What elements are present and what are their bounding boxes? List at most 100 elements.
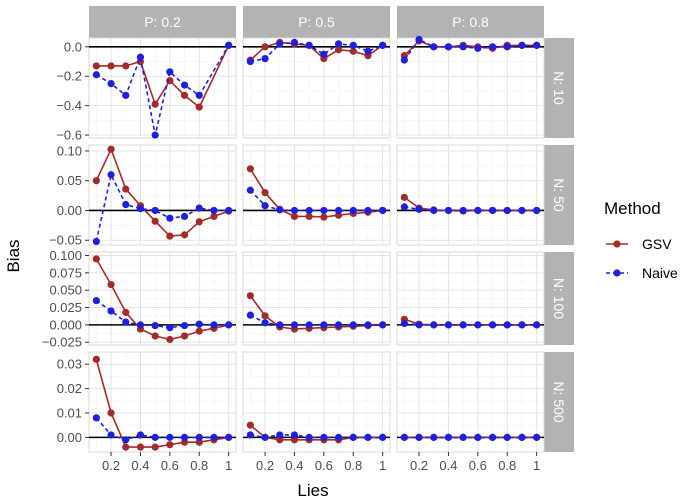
series-line-naive <box>95 417 229 441</box>
column-strips: P: 0.2 P: 0.5 P: 0.8 <box>89 6 544 38</box>
data-point-naive <box>503 206 511 215</box>
data-point-naive <box>166 433 174 441</box>
data-point-gsv <box>195 218 203 226</box>
data-point-naive <box>246 431 254 439</box>
data-point-gsv <box>180 91 189 99</box>
data-point-naive <box>415 321 423 329</box>
data-point-naive <box>122 318 130 326</box>
x-tick-label-3-1: 0.2 <box>410 458 428 473</box>
data-point-naive <box>246 186 254 194</box>
data-point-naive <box>518 41 526 49</box>
data-point-naive <box>400 56 408 64</box>
data-point-naive <box>320 206 328 215</box>
data-point-naive <box>488 321 497 329</box>
data-point-naive <box>276 40 284 48</box>
column-strip-label-3: P: 0.8 <box>452 14 489 30</box>
data-point-naive <box>151 206 159 215</box>
data-point-gsv <box>92 62 100 70</box>
y-tick-label-2-4: −0.05 <box>49 233 82 248</box>
y-tick-label-4-4: 0.00 <box>57 430 82 445</box>
data-point-naive <box>518 321 526 329</box>
data-point-naive <box>430 43 438 51</box>
data-point-naive <box>305 433 313 441</box>
series-line-naive <box>249 314 383 326</box>
row-strip-4 <box>544 352 574 452</box>
data-point-gsv <box>261 189 269 197</box>
data-point-naive <box>290 38 299 47</box>
panel-r4-c1 <box>88 351 237 453</box>
series-line-naive <box>403 38 537 61</box>
data-point-naive <box>400 433 408 441</box>
data-point-naive <box>474 44 482 52</box>
data-point-gsv <box>180 332 189 340</box>
data-point-naive <box>430 433 438 441</box>
data-point-naive <box>261 433 269 441</box>
x-tick-label-2-2: 0.4 <box>285 458 303 473</box>
row-strips: N: 10 N: 50 N: 100 N: 500 <box>544 38 574 452</box>
y-tick-label-3-6: −0.025 <box>42 335 82 350</box>
panel-r3-c2 <box>242 251 391 346</box>
series-line-naive <box>249 189 383 212</box>
series-line-gsv <box>249 168 383 218</box>
data-point-naive <box>290 206 299 215</box>
data-point-naive <box>246 57 254 66</box>
data-point-naive <box>334 40 343 48</box>
data-point-naive <box>151 131 159 139</box>
data-point-naive <box>444 321 453 329</box>
data-point-gsv <box>210 212 218 221</box>
data-point-naive <box>136 205 145 213</box>
data-point-naive <box>334 433 343 441</box>
data-point-naive <box>430 321 438 329</box>
data-point-gsv <box>92 255 100 263</box>
data-point-naive <box>444 43 453 51</box>
data-point-naive <box>503 433 511 441</box>
panel-r4-c2 <box>242 351 391 453</box>
data-point-naive <box>474 206 482 215</box>
data-point-gsv <box>151 100 159 108</box>
x-tick-label-2-5: 1 <box>379 458 386 473</box>
panel-background <box>88 37 237 139</box>
data-point-naive <box>195 91 203 99</box>
data-point-naive <box>136 321 145 329</box>
data-point-naive <box>166 214 174 222</box>
data-point-naive <box>136 53 145 61</box>
x-tick-label-3-5: 1 <box>533 458 540 473</box>
data-point-naive <box>276 206 284 214</box>
data-point-naive <box>180 81 189 89</box>
data-point-gsv <box>151 217 159 225</box>
y-tick-label-3-4: 0.025 <box>49 300 82 315</box>
data-point-naive <box>415 35 423 44</box>
data-point-gsv <box>290 212 299 221</box>
legend-swatch-point-gsv <box>613 240 621 248</box>
data-point-naive <box>166 324 174 332</box>
data-point-naive <box>246 311 254 319</box>
panel-r3-c3 <box>396 251 545 346</box>
data-point-naive <box>261 54 269 63</box>
data-point-naive <box>195 320 203 328</box>
data-point-naive <box>503 321 511 329</box>
data-point-naive <box>364 433 372 441</box>
column-strip-label-2: P: 0.5 <box>298 14 335 30</box>
data-point-naive <box>459 433 467 441</box>
y-tick-label-1-4: −0.6 <box>56 128 82 143</box>
y-axis-title: Bias <box>4 239 23 272</box>
data-point-naive <box>107 431 115 439</box>
x-tick-label-3-2: 0.4 <box>439 458 457 473</box>
y-tick-label-3-2: 0.075 <box>49 265 82 280</box>
data-point-naive <box>225 206 233 215</box>
column-strip-1 <box>89 6 236 38</box>
data-point-naive <box>459 43 467 51</box>
data-point-naive <box>225 321 233 329</box>
series-line-naive <box>404 206 537 212</box>
data-point-gsv <box>151 443 159 451</box>
y-tick-label-4-1: 0.03 <box>57 357 82 372</box>
panel-background <box>242 251 391 346</box>
data-point-gsv <box>334 46 343 54</box>
data-point-naive <box>195 204 203 212</box>
data-point-gsv <box>246 165 254 173</box>
data-point-naive <box>444 206 453 215</box>
data-point-naive <box>276 321 284 329</box>
series-line-gsv <box>95 258 229 341</box>
row-strip-3 <box>544 252 574 345</box>
data-point-naive <box>92 237 100 246</box>
